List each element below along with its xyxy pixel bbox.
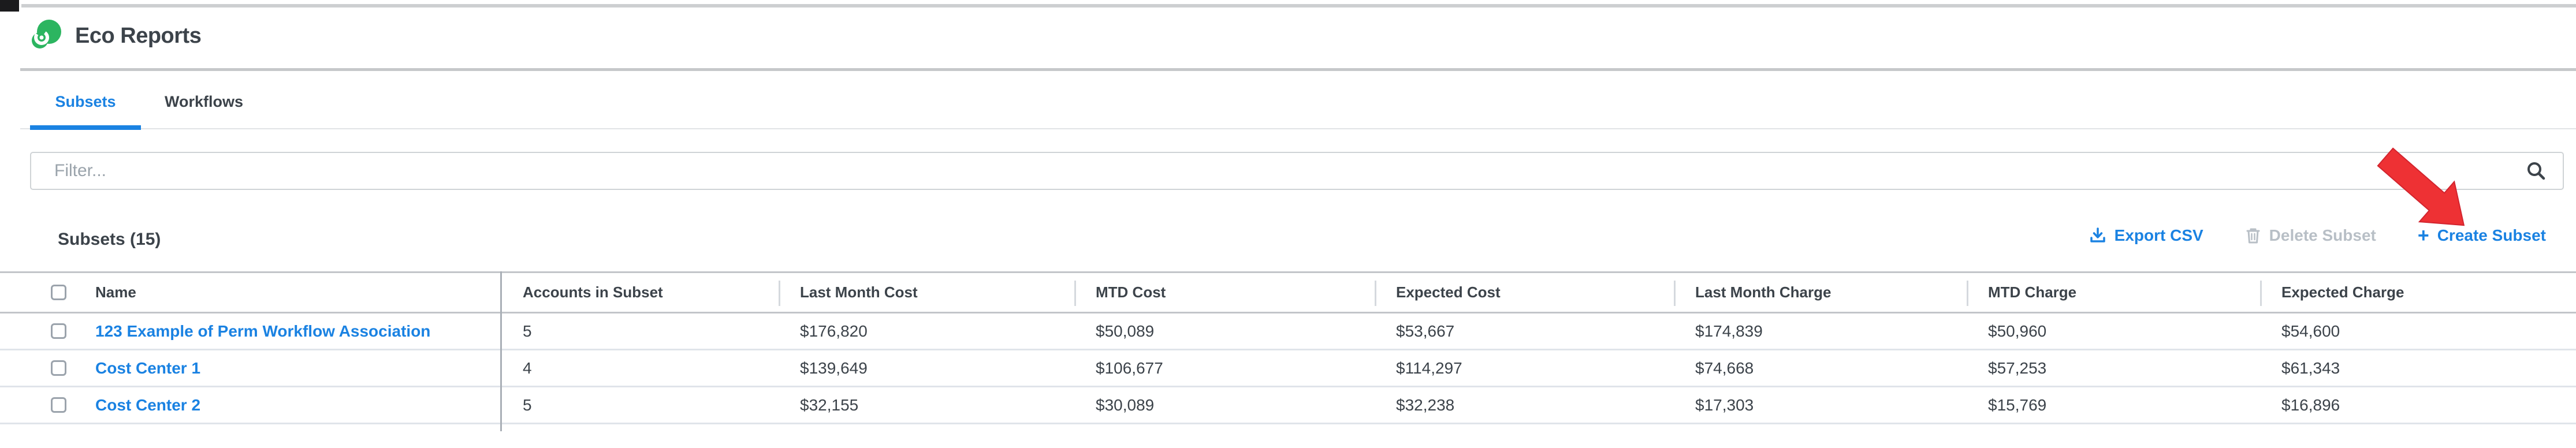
- header-divider: [20, 68, 2576, 71]
- row-checkbox[interactable]: [51, 323, 66, 339]
- row-checkbox[interactable]: [51, 397, 66, 413]
- screenshot-corner-artifact: [0, 0, 19, 12]
- cell-expected-charge: $16,896: [2281, 395, 2340, 414]
- name-column-divider: [500, 271, 502, 431]
- subset-name-link[interactable]: Cost Center 1: [95, 359, 201, 377]
- table-row: Cost Center 2 5 $32,155 $30,089 $32,238 …: [0, 387, 2576, 424]
- header-name-label: Name: [95, 283, 136, 301]
- tab-subsets-label: Subsets: [55, 93, 116, 110]
- trash-icon: [2246, 228, 2260, 244]
- tab-workflows-label: Workflows: [164, 93, 243, 110]
- cell-expected-cost: $32,238: [1396, 395, 1455, 414]
- cell-last-month-cost: $139,649: [800, 359, 868, 377]
- search-icon[interactable]: [2526, 160, 2547, 181]
- cell-accounts: 4: [523, 359, 532, 377]
- header-last-month-charge: Last Month Charge: [1674, 273, 1967, 312]
- delete-subset-label: Delete Subset: [2269, 226, 2376, 244]
- cell-mtd-cost: $30,089: [1096, 395, 1155, 414]
- header-mtd-charge: MTD Charge: [1967, 273, 2260, 312]
- cell-last-month-charge: $174,839: [1695, 322, 1763, 340]
- header-expected-charge: Expected Charge: [2260, 273, 2576, 312]
- row-checkbox[interactable]: [51, 360, 66, 376]
- cell-mtd-charge: $57,253: [1988, 359, 2047, 377]
- tab-workflows[interactable]: Workflows: [152, 85, 256, 118]
- header-last-month-cost: Last Month Cost: [779, 273, 1074, 312]
- subsets-count-heading: Subsets (15): [58, 230, 161, 249]
- subset-name-link[interactable]: Cost Center 2: [95, 395, 201, 414]
- create-subset-label: Create Subset: [2437, 226, 2546, 244]
- table-header-row: Name Accounts in Subset Last Month Cost …: [0, 273, 2576, 313]
- plus-icon: +: [2417, 225, 2429, 247]
- page-title: Eco Reports: [75, 24, 202, 48]
- cell-mtd-cost: $50,089: [1096, 322, 1155, 340]
- subset-name-link[interactable]: 123 Example of Perm Workflow Association: [95, 322, 431, 340]
- header-expected-cost: Expected Cost: [1375, 273, 1674, 312]
- cell-mtd-cost: $106,677: [1096, 359, 1163, 377]
- cell-expected-cost: $114,297: [1396, 359, 1462, 377]
- cell-mtd-charge: $15,769: [1988, 395, 2047, 414]
- delete-subset-button[interactable]: Delete Subset: [2245, 226, 2376, 245]
- filter-field: [30, 152, 2564, 190]
- cell-last-month-cost: $32,155: [800, 395, 859, 414]
- cell-accounts: 5: [523, 395, 532, 414]
- eco-reports-logo-icon: [32, 20, 61, 48]
- cell-accounts: 5: [523, 322, 532, 340]
- cell-last-month-charge: $74,668: [1695, 359, 1754, 377]
- header-accounts-in-subset: Accounts in Subset: [523, 283, 663, 301]
- cell-expected-charge: $61,343: [2281, 359, 2340, 377]
- cell-mtd-charge: $50,960: [1988, 322, 2047, 340]
- table-row: Cost Center 1 4 $139,649 $106,677 $114,2…: [0, 350, 2576, 387]
- tabs-bottom-hairline: [20, 128, 2576, 129]
- select-all-checkbox[interactable]: [51, 285, 66, 300]
- cell-expected-cost: $53,667: [1396, 322, 1455, 340]
- export-csv-button[interactable]: Export CSV: [2089, 226, 2203, 245]
- cell-last-month-cost: $176,820: [800, 322, 868, 340]
- table-row: 123 Example of Perm Workflow Association…: [0, 313, 2576, 350]
- filter-input[interactable]: [31, 153, 2526, 189]
- table-actions: Export CSV Delete Subset + Create Subset: [2089, 226, 2546, 245]
- cell-expected-charge: $54,600: [2281, 322, 2340, 340]
- cell-last-month-charge: $17,303: [1695, 395, 1754, 414]
- subsets-table: Name Accounts in Subset Last Month Cost …: [0, 271, 2576, 424]
- header-mtd-cost: MTD Cost: [1074, 273, 1375, 312]
- header-name: Name: [0, 273, 501, 312]
- active-tab-underline: [30, 125, 141, 130]
- create-subset-button[interactable]: + Create Subset: [2418, 226, 2546, 245]
- tab-subsets[interactable]: Subsets: [30, 85, 141, 118]
- export-csv-label: Export CSV: [2114, 226, 2203, 244]
- top-border-strip: [21, 4, 2576, 8]
- download-icon: [2090, 227, 2105, 242]
